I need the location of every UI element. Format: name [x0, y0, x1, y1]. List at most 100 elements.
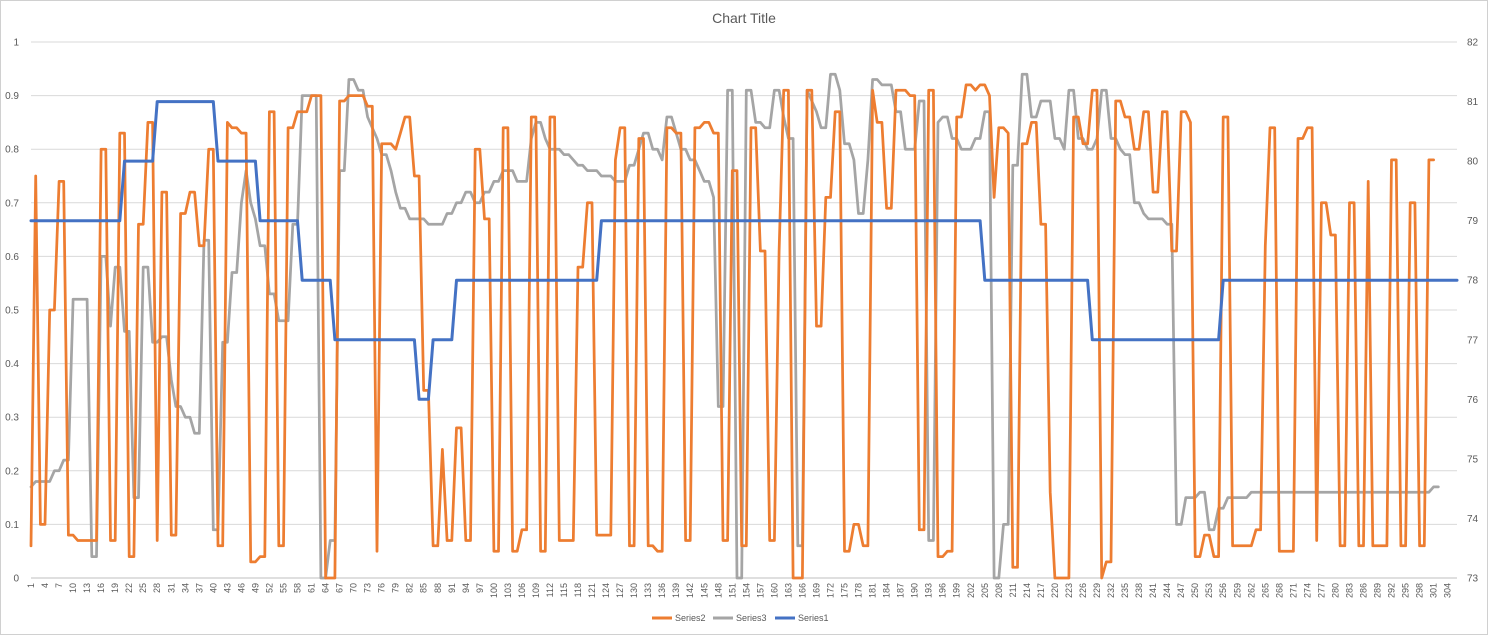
y-left-tick-label: 0.4 [5, 359, 19, 370]
chart-title: Chart Title [712, 10, 776, 26]
x-tick-label: 124 [601, 583, 611, 598]
x-tick-label: 214 [1022, 583, 1032, 598]
x-tick-label: 265 [1260, 583, 1270, 598]
x-tick-label: 286 [1358, 583, 1368, 598]
x-tick-label: 208 [994, 583, 1004, 598]
x-tick-label: 85 [419, 583, 429, 593]
x-tick-label: 229 [1092, 583, 1102, 598]
x-tick-label: 145 [699, 583, 709, 598]
x-tick-label: 67 [335, 583, 345, 593]
x-tick-label: 103 [503, 583, 513, 598]
series-lines [29, 72, 1459, 580]
x-tick-label: 241 [1148, 583, 1158, 598]
x-tick-label: 13 [82, 583, 92, 593]
x-tick-label: 304 [1443, 583, 1453, 598]
x-tick-label: 46 [236, 583, 246, 593]
x-tick-label: 88 [433, 583, 443, 593]
x-tick-label: 115 [559, 583, 569, 597]
x-tick-label: 43 [222, 583, 232, 593]
series-line-series2 [29, 83, 1435, 580]
x-tick-label: 133 [643, 583, 653, 598]
x-tick-label: 211 [1008, 583, 1018, 597]
x-tick-label: 109 [531, 583, 541, 598]
x-tick-label: 37 [194, 583, 204, 593]
legend: Series2 Series3 Series1 [652, 613, 829, 623]
y-right-axis: 73 74 75 76 77 78 79 80 81 82 [1467, 38, 1479, 585]
x-tick-label: 64 [321, 583, 331, 593]
x-tick-label: 235 [1120, 583, 1130, 598]
x-tick-label: 154 [741, 583, 751, 598]
x-tick-label: 262 [1246, 583, 1256, 598]
y-left-tick-label: 0.1 [5, 520, 19, 531]
y-right-tick-label: 79 [1467, 216, 1479, 227]
x-tick-label: 100 [489, 583, 499, 598]
x-tick-label: 199 [952, 583, 962, 598]
y-left-tick-label: 0.5 [5, 306, 19, 317]
x-tick-label: 157 [755, 583, 765, 598]
legend-item-series2[interactable]: Series2 [652, 613, 706, 623]
y-left-axis: 0 0.1 0.2 0.3 0.4 0.5 0.6 0.7 0.8 0.9 1 [5, 38, 19, 585]
x-tick-label: 166 [797, 583, 807, 598]
x-tick-label: 127 [615, 583, 625, 598]
x-tick-label: 58 [292, 583, 302, 593]
x-tick-label: 118 [573, 583, 583, 597]
y-left-tick-label: 0 [13, 574, 19, 585]
x-tick-label: 247 [1176, 583, 1186, 598]
x-tick-label: 244 [1162, 583, 1172, 598]
x-tick-label: 148 [713, 583, 723, 598]
x-tick-label: 106 [517, 583, 527, 598]
x-tick-label: 19 [110, 583, 120, 593]
x-tick-label: 250 [1190, 583, 1200, 598]
x-tick-label: 61 [307, 583, 317, 593]
y-left-tick-label: 0.3 [5, 413, 19, 424]
x-tick-label: 301 [1429, 583, 1439, 598]
x-tick-label: 49 [250, 583, 260, 593]
legend-label: Series3 [736, 613, 767, 623]
y-right-tick-label: 82 [1467, 38, 1479, 49]
x-tick-label: 130 [629, 583, 639, 598]
x-tick-label: 151 [727, 583, 737, 598]
x-tick-label: 25 [138, 583, 148, 593]
x-tick-label: 79 [391, 583, 401, 593]
legend-item-series1[interactable]: Series1 [775, 613, 829, 623]
x-tick-label: 202 [966, 583, 976, 598]
x-tick-label: 277 [1316, 583, 1326, 598]
x-tick-label: 40 [208, 583, 218, 593]
x-tick-label: 1 [26, 583, 36, 588]
x-tick-label: 97 [475, 583, 485, 593]
x-tick-label: 82 [405, 583, 415, 593]
series-line-series1 [29, 100, 1459, 401]
x-tick-label: 274 [1302, 583, 1312, 598]
x-tick-label: 238 [1134, 583, 1144, 598]
y-right-tick-label: 77 [1467, 335, 1479, 346]
legend-item-series3[interactable]: Series3 [713, 613, 767, 623]
x-tick-label: 253 [1204, 583, 1214, 598]
y-right-tick-label: 78 [1467, 276, 1479, 287]
x-tick-label: 22 [124, 583, 134, 593]
y-right-tick-label: 75 [1467, 454, 1479, 465]
y-right-tick-label: 81 [1467, 97, 1479, 108]
x-tick-label: 268 [1274, 583, 1284, 598]
y-right-tick-label: 76 [1467, 395, 1479, 406]
x-tick-label: 292 [1387, 583, 1397, 598]
x-tick-label: 178 [854, 583, 864, 598]
y-left-tick-label: 0.8 [5, 145, 19, 156]
y-left-tick-label: 0.7 [5, 198, 19, 209]
y-left-tick-label: 0.6 [5, 252, 19, 263]
x-tick-label: 181 [868, 583, 878, 598]
x-tick-label: 187 [896, 583, 906, 598]
x-tick-label: 55 [278, 583, 288, 593]
x-tick-label: 175 [840, 583, 850, 598]
x-tick-label: 220 [1050, 583, 1060, 598]
x-tick-label: 217 [1036, 583, 1046, 598]
x-tick-label: 76 [377, 583, 387, 593]
x-axis: 1 4 7 10 13 16 19 22 25 28 31 34 37 40 43 46 49 52 55 58 61 6… [26, 577, 1457, 598]
x-tick-label: 289 [1373, 583, 1383, 598]
x-tick-label: 16 [96, 583, 106, 593]
x-tick-label: 226 [1078, 583, 1088, 598]
x-tick-label: 10 [68, 583, 78, 593]
x-tick-label: 136 [657, 583, 667, 598]
x-tick-label: 142 [685, 583, 695, 598]
